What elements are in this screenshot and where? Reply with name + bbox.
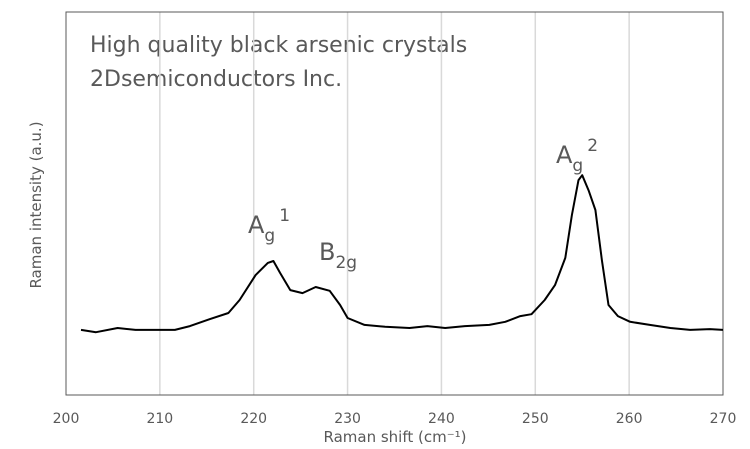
peak-label: B2g (319, 238, 357, 273)
peak-label-main: A (248, 211, 265, 239)
x-tick-label: 230 (334, 411, 361, 427)
peak-label-sup: 1 (279, 206, 290, 226)
x-tick-label: 260 (616, 411, 643, 427)
peak-label-sub: 2g (335, 253, 357, 273)
x-tick-label: 240 (428, 411, 455, 427)
peak-label-main: B (319, 238, 335, 266)
plot-frame (65, 11, 724, 396)
spectrum-line (80, 174, 724, 334)
x-tick-label: 210 (146, 411, 173, 427)
peak-label-main: A (556, 141, 573, 169)
x-tick-label: 250 (522, 411, 549, 427)
chart-title-line: 2Dsemiconductors Inc. (90, 67, 342, 92)
peak-label-sub: g (572, 156, 583, 176)
x-tick-label: 270 (710, 411, 737, 427)
peak-label: Ag1 (248, 206, 290, 246)
chart-title-line: High quality black arsenic crystals (90, 33, 467, 58)
peak-label: Ag2 (556, 136, 598, 176)
x-tick-label: 200 (53, 411, 80, 427)
peak-label-sub: g (264, 226, 275, 246)
x-tick-label: 220 (240, 411, 267, 427)
x-axis-label: Raman shift (cm⁻¹) (323, 428, 466, 446)
peak-label-sup: 2 (587, 136, 598, 156)
y-axis-label: Raman intensity (a.u.) (27, 121, 45, 288)
